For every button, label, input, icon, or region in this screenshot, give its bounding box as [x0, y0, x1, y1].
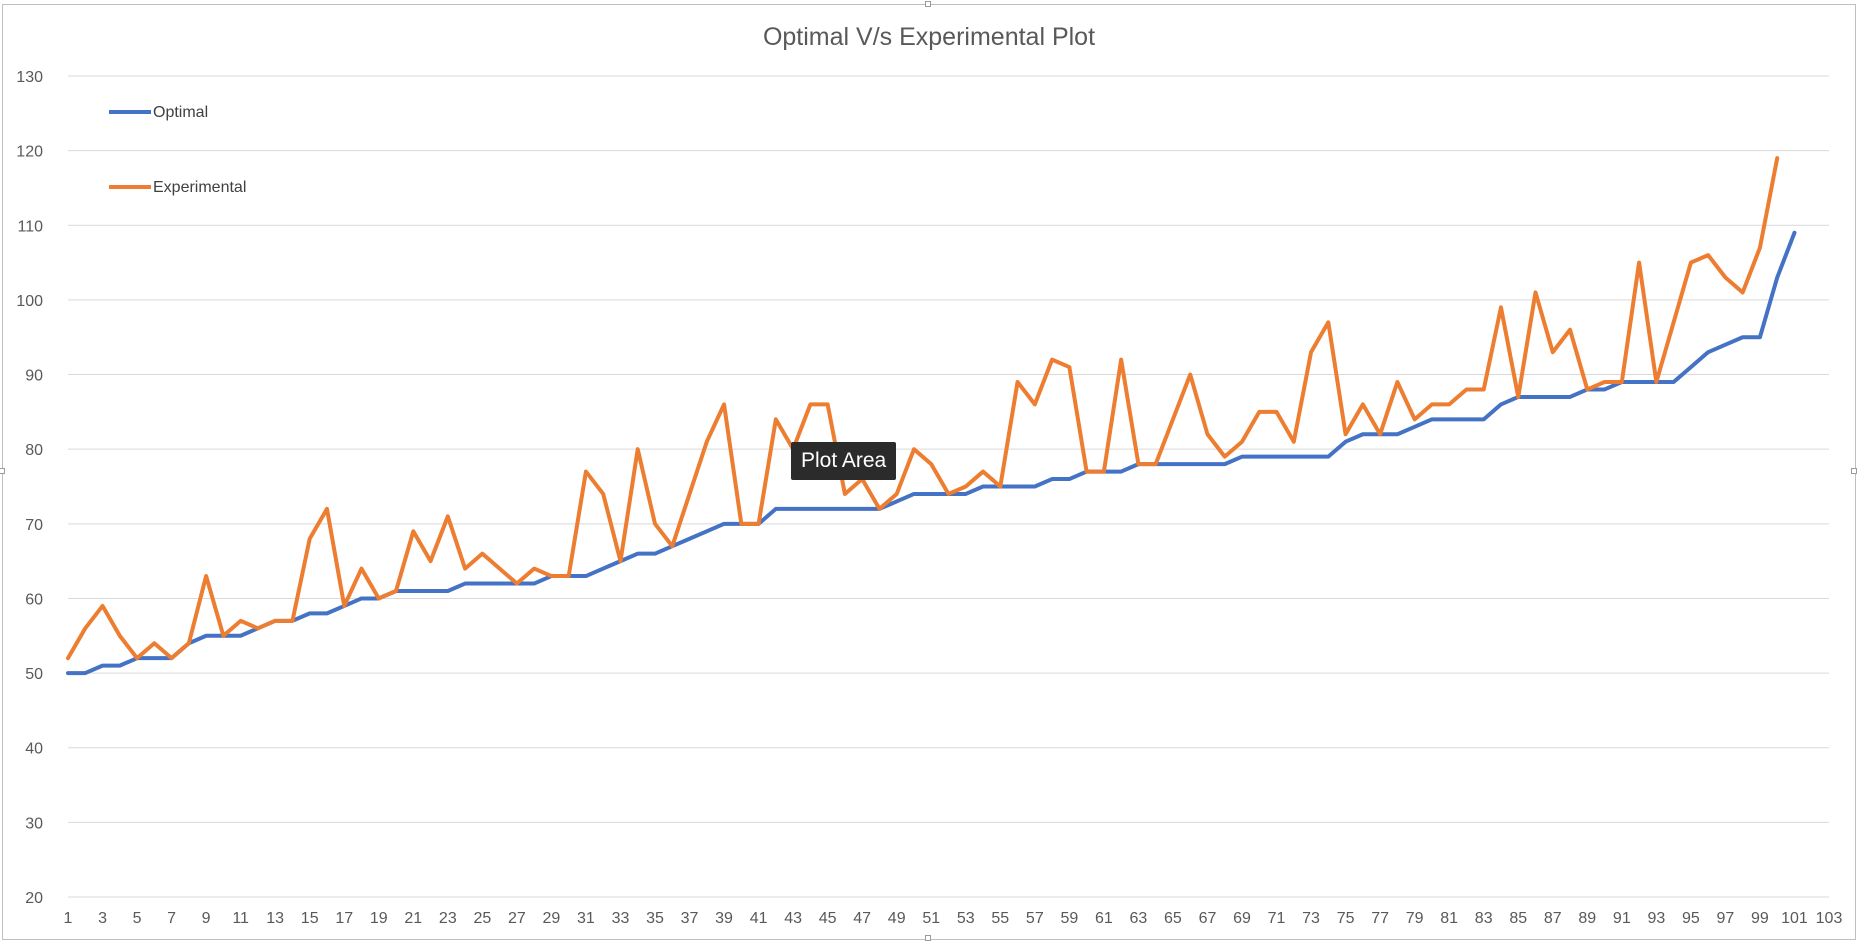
x-tick-label: 63	[1130, 910, 1148, 927]
x-tick-label: 7	[167, 910, 176, 927]
x-tick-label: 15	[301, 910, 319, 927]
x-tick-label: 17	[335, 910, 353, 927]
resize-handle-top[interactable]	[925, 1, 931, 7]
x-tick-label: 53	[957, 910, 975, 927]
x-tick-label: 37	[681, 910, 699, 927]
y-tick-label: 60	[25, 591, 43, 608]
y-tick-label: 20	[25, 890, 43, 907]
x-tick-label: 81	[1440, 910, 1458, 927]
x-tick-label: 21	[404, 910, 422, 927]
x-tick-label: 93	[1647, 910, 1665, 927]
x-tick-label: 91	[1613, 910, 1631, 927]
plot-area[interactable]	[66, 156, 1797, 676]
x-tick-label: 41	[750, 910, 768, 927]
legend-label-optimal: Optimal	[153, 104, 208, 121]
x-tick-label: 99	[1751, 910, 1769, 927]
x-tick-label: 49	[888, 910, 906, 927]
x-tick-label: 101	[1781, 910, 1808, 927]
x-tick-label: 89	[1578, 910, 1596, 927]
x-tick-label: 29	[543, 910, 561, 927]
gridlines	[68, 75, 1829, 898]
x-tick-label: 9	[202, 910, 211, 927]
x-axis-labels: 1 3 5 7 9 11 13 15 17 19 21 23 25 27 29 31 33 35 37 39 41 43 4…	[64, 910, 1843, 927]
y-tick-label: 120	[16, 144, 43, 161]
x-tick-label: 79	[1406, 910, 1424, 927]
y-tick-label: 110	[17, 218, 43, 235]
resize-handle-left[interactable]	[0, 468, 5, 474]
x-tick-label: 5	[133, 910, 142, 927]
x-tick-label: 55	[991, 910, 1009, 927]
y-tick-label: 40	[25, 741, 43, 758]
x-tick-label: 87	[1544, 910, 1562, 927]
y-tick-label: 50	[25, 666, 43, 683]
x-tick-label: 23	[439, 910, 457, 927]
y-tick-label: 130	[16, 69, 43, 86]
x-tick-label: 103	[1816, 910, 1843, 927]
x-tick-label: 59	[1060, 910, 1078, 927]
x-tick-label: 73	[1302, 910, 1320, 927]
x-tick-label: 61	[1095, 910, 1113, 927]
chart-canvas[interactable]: Optimal V/s Experimental Plot 20 30 40 50 60…	[3, 5, 1857, 941]
x-tick-label: 35	[646, 910, 664, 927]
x-tick-label: 83	[1475, 910, 1493, 927]
series-line-experimental[interactable]	[66, 156, 1780, 661]
x-tick-label: 19	[370, 910, 388, 927]
x-tick-label: 51	[922, 910, 940, 927]
x-tick-label: 39	[715, 910, 733, 927]
x-tick-label: 65	[1164, 910, 1182, 927]
x-tick-label: 1	[64, 910, 73, 927]
legend-label-experimental: Experimental	[153, 179, 246, 196]
x-tick-label: 77	[1371, 910, 1389, 927]
x-tick-label: 31	[577, 910, 595, 927]
y-axis-labels: 20 30 40 50 60 70 80 90 100 110 120 130	[16, 69, 43, 907]
x-tick-label: 47	[853, 910, 871, 927]
x-tick-label: 13	[266, 910, 284, 927]
plot-area-tooltip: Plot Area	[791, 442, 897, 480]
y-tick-label: 30	[25, 815, 43, 832]
x-tick-label: 11	[232, 910, 249, 927]
x-tick-label: 57	[1026, 910, 1044, 927]
resize-handle-bottom[interactable]	[925, 935, 931, 941]
x-tick-label: 25	[473, 910, 491, 927]
x-tick-label: 43	[784, 910, 802, 927]
x-tick-label: 85	[1509, 910, 1527, 927]
x-tick-label: 97	[1717, 910, 1735, 927]
y-tick-label: 100	[16, 293, 43, 310]
legend[interactable]: Optimal Experimental	[109, 104, 246, 196]
x-tick-label: 69	[1233, 910, 1251, 927]
resize-handle-right[interactable]	[1851, 468, 1857, 474]
y-tick-label: 90	[25, 368, 43, 385]
y-tick-label: 80	[25, 442, 43, 459]
x-tick-label: 3	[98, 910, 107, 927]
x-tick-label: 67	[1199, 910, 1217, 927]
y-tick-label: 70	[25, 517, 43, 534]
x-tick-label: 27	[508, 910, 526, 927]
x-tick-label: 71	[1268, 910, 1286, 927]
x-tick-label: 95	[1682, 910, 1700, 927]
x-tick-label: 45	[819, 910, 837, 927]
x-tick-label: 75	[1337, 910, 1355, 927]
chart-title[interactable]: Optimal V/s Experimental Plot	[763, 23, 1095, 51]
x-tick-label: 33	[612, 910, 630, 927]
series-line-optimal[interactable]	[66, 230, 1797, 676]
